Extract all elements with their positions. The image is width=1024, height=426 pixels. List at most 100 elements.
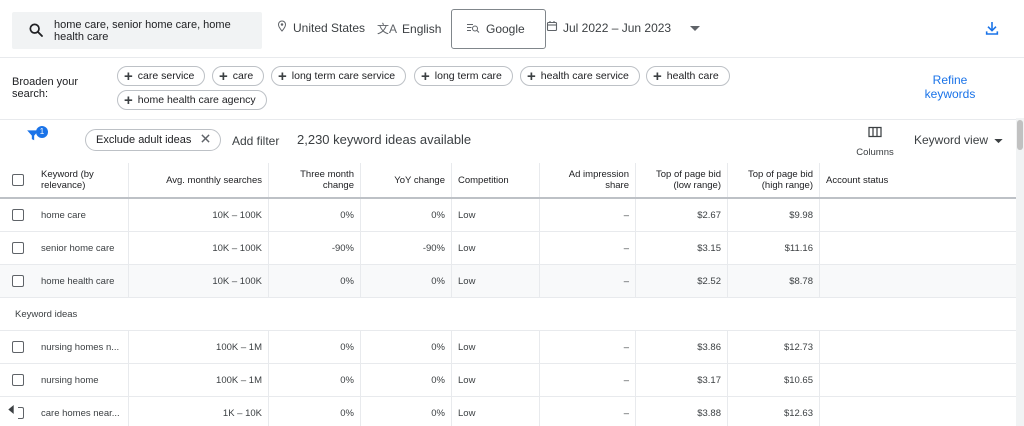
table-row: nursing home 100K – 1M 0% 0% Low – $3.17… <box>0 364 1016 397</box>
plus-icon: + <box>278 67 287 85</box>
keyword-view-selector[interactable]: Keyword view <box>914 133 1003 147</box>
table-row: home care 10K – 100K 0% 0% Low – $2.67 $… <box>0 199 1016 232</box>
date-range-label: Jul 2022 – Jun 2023 <box>563 20 672 35</box>
header-three-month-change[interactable]: Three month change <box>269 163 361 197</box>
yoy-cell: 0% <box>361 397 452 426</box>
header-bid-low[interactable]: Top of page bid (low range) <box>636 163 728 197</box>
location-label: United States <box>293 20 366 35</box>
bid-low-cell: $3.88 <box>636 397 728 426</box>
columns-button[interactable]: Columns <box>852 126 898 158</box>
chip-label: long term care <box>434 70 502 82</box>
language-selector[interactable]: 文A English <box>377 20 441 37</box>
add-filter-button[interactable]: Add filter <box>232 134 280 148</box>
broaden-chip-long-term-care[interactable]: + long term care <box>414 66 513 86</box>
header-competition[interactable]: Competition <box>452 163 540 197</box>
header-avg-monthly-searches[interactable]: Avg. monthly searches <box>129 163 269 197</box>
broaden-label: Broaden your search: <box>12 76 79 100</box>
broaden-chip-care[interactable]: + care <box>212 66 265 86</box>
select-all-cell <box>0 163 35 197</box>
broaden-chip-long-term-care-service[interactable]: + long term care service <box>271 66 407 86</box>
filter-count-badge: 1 <box>36 126 48 138</box>
impression-cell: – <box>540 232 636 264</box>
scroll-left-button[interactable] <box>4 402 18 420</box>
chip-label: Exclude adult ideas <box>96 134 192 146</box>
location-selector[interactable]: United States <box>276 20 365 35</box>
download-button[interactable] <box>984 20 1000 39</box>
competition-cell: Low <box>452 199 540 231</box>
plus-icon: + <box>124 67 133 85</box>
header-yoy-change[interactable]: YoY change <box>361 163 452 197</box>
impression-cell: – <box>540 397 636 426</box>
plus-icon: + <box>421 67 430 85</box>
broaden-chip-care-service[interactable]: + care service <box>117 66 206 86</box>
broaden-chip-health-care[interactable]: + health care <box>646 66 730 86</box>
header-account-status[interactable]: Account status <box>826 174 889 186</box>
searches-cell: 10K – 100K <box>129 232 269 264</box>
keyword-cell: nursing homes n... <box>35 331 129 363</box>
bid-low-cell: $3.86 <box>636 331 728 363</box>
table-row: home health care 10K – 100K 0% 0% Low – … <box>0 265 1016 298</box>
row-checkbox[interactable] <box>11 209 24 221</box>
broaden-chip-home-health-care-agency[interactable]: + home health care agency <box>117 90 267 110</box>
chip-label: health care <box>666 70 719 82</box>
chevron-down-icon <box>994 133 1003 147</box>
vertical-scrollbar-thumb[interactable] <box>1017 120 1023 150</box>
chip-label: home health care agency <box>137 94 256 106</box>
account-status-cell <box>820 232 1016 264</box>
header-ad-impression-share[interactable]: Ad impression share <box>540 163 636 197</box>
exclude-adult-ideas-chip[interactable]: Exclude adult ideas <box>85 129 222 151</box>
searches-cell: 1K – 10K <box>129 397 269 426</box>
row-checkbox[interactable] <box>11 275 24 287</box>
filter-icon[interactable] <box>26 128 40 145</box>
account-status-cell <box>820 364 1016 396</box>
network-label: Google <box>486 22 525 36</box>
search-icon <box>28 22 44 41</box>
table-header-row: Keyword (by relevance) Avg. monthly sear… <box>0 163 1016 199</box>
competition-cell: Low <box>452 397 540 426</box>
row-select-cell <box>0 364 35 396</box>
three-month-cell: 0% <box>269 199 361 231</box>
refine-keywords-button[interactable]: Refine keywords <box>924 73 976 101</box>
keyword-cell: home care <box>35 199 129 231</box>
competition-cell: Low <box>452 232 540 264</box>
row-select-cell <box>0 199 35 231</box>
account-status-cell <box>820 331 1016 363</box>
account-status-cell <box>820 199 1016 231</box>
keyword-ideas-section-header: Keyword ideas <box>0 298 1016 331</box>
search-query-text[interactable]: home care, senior home care, home health… <box>54 19 231 43</box>
broaden-chip-health-care-service[interactable]: + health care service <box>520 66 640 86</box>
select-all-checkbox[interactable] <box>11 174 24 186</box>
bid-high-cell: $10.65 <box>728 364 820 396</box>
date-range-selector[interactable]: Jul 2022 – Jun 2023 <box>546 20 701 35</box>
broaden-search-bar: Broaden your search: + care service + care… <box>0 58 1024 120</box>
close-icon[interactable] <box>201 134 211 146</box>
account-status-cell <box>820 397 1016 426</box>
header-bid-high[interactable]: Top of page bid (high range) <box>728 163 820 197</box>
impression-cell: – <box>540 265 636 297</box>
chip-label: care <box>232 70 254 82</box>
searches-cell: 100K – 1M <box>129 364 269 396</box>
vertical-scrollbar-track[interactable] <box>1016 118 1024 426</box>
columns-icon <box>852 126 898 141</box>
header-keyword[interactable]: Keyword (by relevance) <box>35 163 129 197</box>
row-checkbox[interactable] <box>11 374 24 386</box>
table-row: senior home care 10K – 100K -90% -90% Lo… <box>0 232 1016 265</box>
bid-high-cell: $12.63 <box>728 397 820 426</box>
searches-cell: 100K – 1M <box>129 331 269 363</box>
searches-cell: 10K – 100K <box>129 199 269 231</box>
row-checkbox[interactable] <box>11 242 24 254</box>
bid-high-cell: $11.16 <box>728 232 820 264</box>
yoy-cell: 0% <box>361 331 452 363</box>
chip-label: care service <box>137 70 195 82</box>
network-icon <box>466 22 480 37</box>
impression-cell: – <box>540 331 636 363</box>
network-selector[interactable]: Google <box>451 9 546 49</box>
keyword-cell: senior home care <box>35 232 129 264</box>
row-select-cell <box>0 232 35 264</box>
filter-bar: 1 Exclude adult ideas Add filter 2,230 k… <box>0 120 1024 163</box>
calendar-icon <box>546 20 558 35</box>
impression-cell: – <box>540 199 636 231</box>
bid-high-cell: $12.73 <box>728 331 820 363</box>
row-checkbox[interactable] <box>11 341 24 353</box>
keyword-search-box[interactable]: home care, senior home care, home health… <box>12 12 262 49</box>
